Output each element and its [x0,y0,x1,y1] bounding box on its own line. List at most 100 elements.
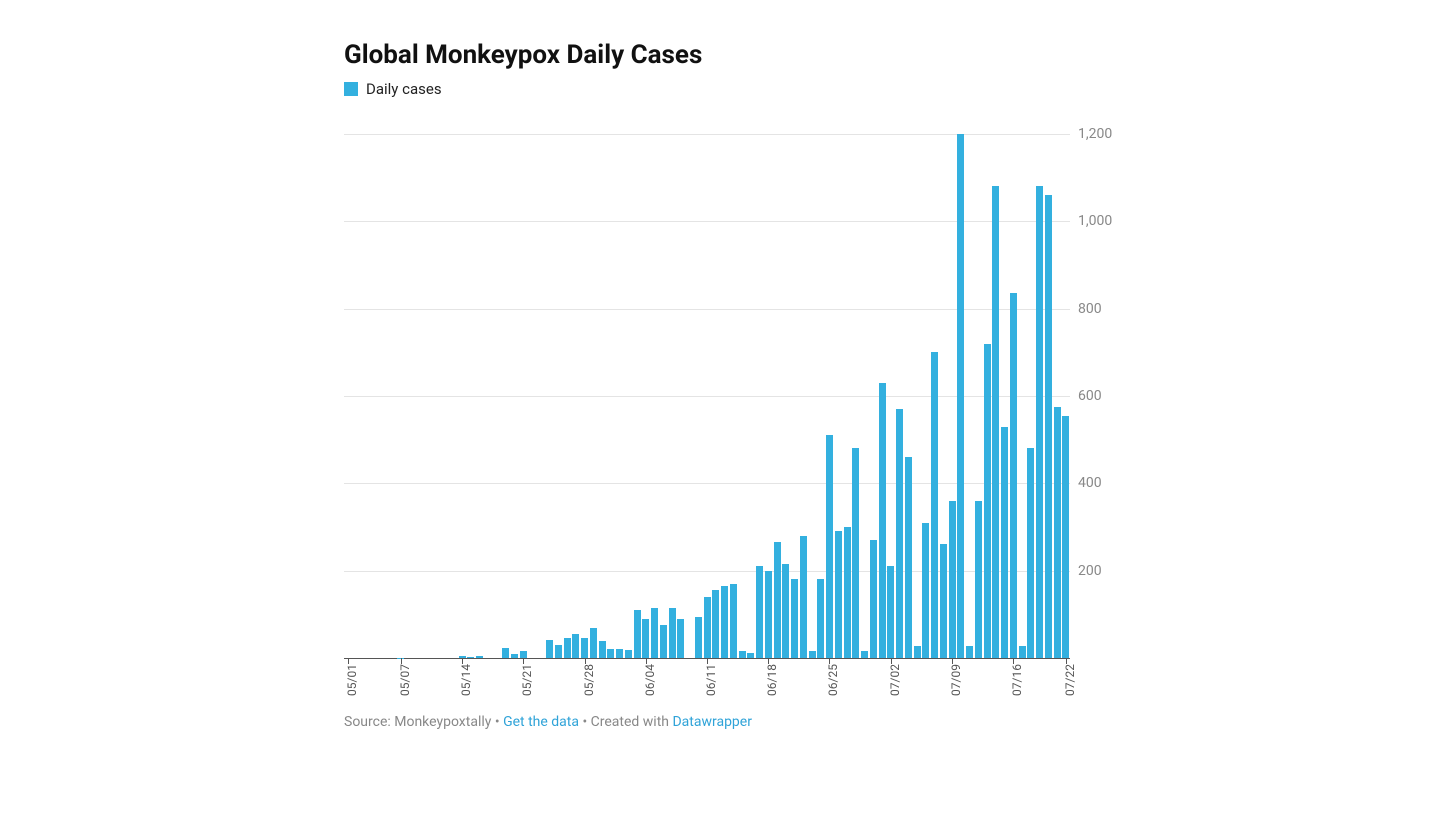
bar [992,186,999,658]
bar [800,536,807,658]
bar [765,571,772,658]
datawrapper-link[interactable]: Datawrapper [672,714,752,730]
bar-slot [423,134,432,658]
x-axis-label: 07/22 [1063,664,1077,696]
bar [975,501,982,658]
bar [555,645,562,658]
bar-slot [895,134,904,658]
bar [712,590,719,658]
bar-slot [1009,134,1018,658]
bar-slot [764,134,773,658]
bar-slot [510,134,519,658]
bar-slot [782,134,791,658]
bar-slot [493,134,502,658]
bar [791,579,798,658]
created-with-label: Created with [591,714,673,730]
bar-slot [755,134,764,658]
bar-slot [694,134,703,658]
legend-swatch [344,82,358,96]
bar-slot [992,134,1001,658]
bar-slot [677,134,686,658]
bar-slot [668,134,677,658]
bar-slot [650,134,659,658]
bar-slot [1018,134,1027,658]
bar [896,409,903,658]
bar [957,134,964,658]
bar-slot [939,134,948,658]
get-data-link[interactable]: Get the data [503,714,579,730]
bar [826,435,833,658]
bar-slot [1035,134,1044,658]
bar [940,544,947,658]
bar-slot [432,134,441,658]
bar [1001,427,1008,658]
bar-slot [869,134,878,658]
x-axis-label: 06/04 [643,664,657,696]
bar-slot [825,134,834,658]
bar-slot [904,134,913,658]
bar-slot [930,134,939,658]
bar [634,610,641,658]
bar [677,619,684,658]
bar [660,625,667,658]
y-axis-label: 800 [1078,301,1102,317]
bar [747,653,754,658]
bar [922,523,929,658]
bar-slot [729,134,738,658]
bar-slot [790,134,799,658]
bar [905,457,912,658]
bar-slot [913,134,922,658]
bar [511,654,518,658]
bar-slot [834,134,843,658]
bar-slot [572,134,581,658]
bar-slot [633,134,642,658]
bar [879,383,886,658]
x-axis-label: 05/14 [459,664,473,696]
bar-slot [799,134,808,658]
bar-slot [502,134,511,658]
bar-slot [353,134,362,658]
bar-slot [397,134,406,658]
bar-slot [948,134,957,658]
bar [581,638,588,658]
bar [704,597,711,658]
chart-container: Global Monkeypox Daily Cases Daily cases… [344,40,1114,730]
bar [774,542,781,658]
bar [1019,646,1026,658]
bar-slot [738,134,747,658]
bar [782,564,789,658]
bar [914,646,921,658]
x-axis-label: 07/16 [1010,664,1024,696]
bar [1062,416,1069,658]
bar-slot [1053,134,1062,658]
bar [730,584,737,658]
bar-slot [379,134,388,658]
bar [599,641,606,658]
y-axis-label: 1,000 [1078,213,1112,229]
bar-slot [589,134,598,658]
bar-slot [607,134,616,658]
x-axis-label: 07/02 [888,664,902,696]
bar-slot [703,134,712,658]
bar-slot [852,134,861,658]
bar-slot [843,134,852,658]
y-axis-label: 600 [1078,388,1102,404]
bar [756,566,763,658]
bars-container [344,134,1070,658]
bar [1045,195,1052,658]
bar-slot [817,134,826,658]
bar-slot [414,134,423,658]
bar-slot [615,134,624,658]
bar-slot [773,134,782,658]
bar [1036,186,1043,658]
bar [625,650,632,658]
bar-slot [1062,134,1071,658]
bar [887,566,894,658]
bar-slot [545,134,554,658]
y-axis-label: 200 [1078,563,1102,579]
bar-slot [598,134,607,658]
bar [870,540,877,658]
bar [695,617,702,658]
y-axis-label: 400 [1078,475,1102,491]
bar [564,638,571,658]
